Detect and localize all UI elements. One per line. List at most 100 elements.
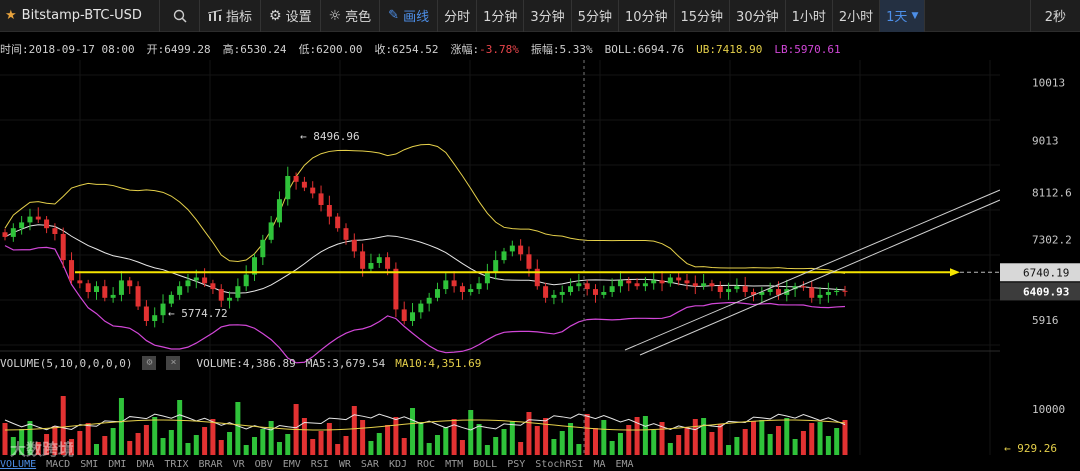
candle-body	[335, 216, 341, 229]
candle-body	[318, 193, 324, 205]
volume-bar	[659, 422, 665, 455]
candle-body	[35, 216, 41, 220]
volume-bar	[93, 444, 99, 455]
volume-bar	[834, 428, 840, 455]
indicator-tab-psy[interactable]: PSY	[507, 459, 526, 470]
indicator-tab-vr[interactable]: VR	[232, 459, 245, 470]
volume-bar	[301, 418, 307, 455]
volume-bar	[210, 419, 216, 455]
period-1[interactable]: 1分钟	[477, 0, 525, 32]
candle-body	[518, 245, 524, 255]
indicators-button[interactable]: 指标	[200, 0, 262, 32]
volume-bar	[127, 441, 133, 455]
candle-body	[825, 292, 831, 295]
candle-body	[767, 289, 773, 292]
candle-body	[559, 292, 565, 295]
period-5[interactable]: 15分钟	[675, 0, 731, 32]
volume-bar	[260, 429, 266, 455]
indicator-tab-sar[interactable]: SAR	[360, 459, 379, 470]
volume-bar	[135, 433, 141, 455]
volume-tick: 10000	[1032, 403, 1065, 416]
price-tick: 8112.6	[1032, 187, 1072, 200]
indicator-tab-volume[interactable]: VOLUME	[0, 459, 37, 470]
indicator-tab-smi[interactable]: SMI	[80, 459, 99, 470]
indicator-tab-emv[interactable]: EMV	[282, 459, 301, 470]
volume-bar	[168, 430, 174, 455]
theme-button[interactable]: ☼ 亮色	[321, 0, 381, 32]
watermark-text: 大数跨境	[10, 440, 75, 459]
volume-bar	[360, 420, 366, 455]
candle-body	[642, 283, 648, 287]
indicator-tab-ema[interactable]: EMA	[615, 459, 634, 470]
volume-bar	[617, 433, 623, 455]
volume-bar	[484, 445, 490, 455]
volume-ma10: MA10:4,351.69	[395, 356, 482, 370]
period-0[interactable]: 分时	[438, 0, 478, 32]
indicator-tab-wr[interactable]: WR	[338, 459, 351, 470]
candle-body	[676, 277, 682, 281]
volume-bar	[626, 425, 632, 455]
volume-bar	[543, 418, 549, 455]
draw-button[interactable]: ✎ 画线	[380, 0, 439, 32]
candle-body	[85, 283, 91, 292]
period-selected[interactable]: 1天 ▼	[880, 0, 926, 32]
candle-body	[701, 283, 707, 287]
indicator-tab-stochrsi[interactable]: StochRSI	[535, 459, 584, 470]
period-8[interactable]: 2小时	[833, 0, 881, 32]
candle-body	[160, 303, 166, 316]
candle-body	[93, 286, 99, 292]
period-7[interactable]: 1小时	[786, 0, 833, 32]
symbol-selector[interactable]: ★ Bitstamp-BTC-USD	[0, 0, 160, 32]
candle-body	[143, 306, 149, 321]
indicator-tab-boll[interactable]: BOLL	[473, 459, 498, 470]
indicator-tab-brar[interactable]: BRAR	[198, 459, 223, 470]
indicator-tab-obv[interactable]: OBV	[254, 459, 273, 470]
candle-body	[584, 283, 590, 290]
indicator-tab-ma[interactable]: MA	[593, 459, 606, 470]
candle-body	[784, 289, 790, 295]
candle-body	[410, 312, 416, 321]
period-3[interactable]: 5分钟	[572, 0, 619, 32]
candle-body	[252, 257, 258, 275]
indicator-tab-dmi[interactable]: DMI	[108, 459, 127, 470]
volume-close-icon[interactable]: ×	[166, 356, 181, 370]
period-4[interactable]: 10分钟	[619, 0, 675, 32]
volume-bar	[509, 421, 515, 455]
candle-body	[800, 286, 806, 288]
indicator-tab-mtm[interactable]: MTM	[445, 459, 464, 470]
volume-bar	[676, 435, 682, 455]
candle-body	[10, 228, 16, 237]
star-icon[interactable]: ★	[5, 8, 17, 23]
candle-body	[717, 286, 723, 292]
volume-bar	[85, 423, 91, 455]
volume-settings-icon[interactable]: ⚙	[142, 356, 157, 370]
indicator-tab-kdj[interactable]: KDJ	[388, 459, 407, 470]
channel-line-upper	[624, 189, 1001, 351]
period-6[interactable]: 30分钟	[730, 0, 786, 32]
volume-bar	[335, 444, 341, 455]
info-open: 开:6499.28	[146, 43, 211, 56]
ohlc-info: 时间:2018-09-17 08:00 开:6499.28 高:6530.24 …	[0, 40, 841, 58]
symbol-label: Bitstamp-BTC-USD	[21, 8, 142, 23]
indicator-tab-dma[interactable]: DMA	[136, 459, 155, 470]
indicator-tab-trix[interactable]: TRIX	[164, 459, 189, 470]
refresh-interval[interactable]: 2秒	[1029, 0, 1080, 32]
candle-body	[451, 280, 457, 287]
volume-bar	[276, 442, 282, 455]
search-button[interactable]	[160, 0, 200, 32]
candle-body	[152, 315, 158, 321]
settings-button[interactable]: ⚙ 设置	[261, 0, 321, 32]
candle-body	[351, 239, 357, 252]
volume-bar	[726, 445, 732, 455]
volume-bar	[559, 431, 565, 455]
period-2[interactable]: 3分钟	[524, 0, 572, 32]
boll-upper-band	[4, 143, 846, 274]
volume-bar	[401, 438, 407, 455]
indicator-tab-macd[interactable]: MACD	[46, 459, 71, 470]
volume-bar	[227, 432, 233, 455]
volume-bar	[825, 436, 831, 455]
volume-bar	[501, 429, 507, 455]
indicator-tab-roc[interactable]: ROC	[417, 459, 436, 470]
indicator-tab-rsi[interactable]: RSI	[310, 459, 329, 470]
